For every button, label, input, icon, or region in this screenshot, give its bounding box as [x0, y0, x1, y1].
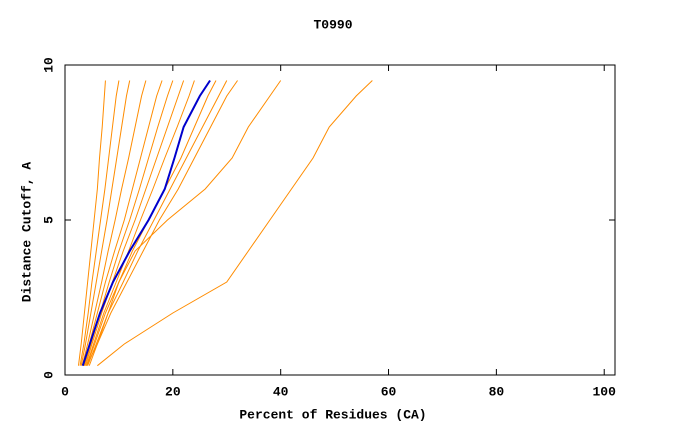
series-line — [80, 80, 131, 366]
series-line — [83, 80, 163, 366]
series-line — [85, 80, 185, 366]
y-tick-label: 5 — [41, 216, 56, 224]
x-tick-label: 60 — [381, 384, 397, 399]
series-line — [88, 80, 238, 366]
x-tick-label: 20 — [165, 384, 181, 399]
x-tick-label: 0 — [61, 384, 69, 399]
chart-title: T0990 — [313, 17, 352, 32]
y-tick-label: 0 — [41, 371, 56, 379]
y-tick-label: 10 — [41, 57, 56, 73]
series-line — [79, 80, 120, 366]
x-tick-label: 40 — [273, 384, 289, 399]
x-axis-label: Percent of Residues (CA) — [239, 407, 426, 422]
series-line — [77, 80, 106, 366]
series-line — [81, 80, 147, 366]
x-tick-label: 100 — [593, 384, 617, 399]
series-line — [97, 80, 373, 367]
y-axis-label: Distance Cutoff, A — [19, 162, 34, 303]
x-tick-label: 80 — [489, 384, 505, 399]
series-line — [86, 80, 282, 366]
series-line — [81, 79, 211, 367]
series-line — [86, 80, 195, 366]
